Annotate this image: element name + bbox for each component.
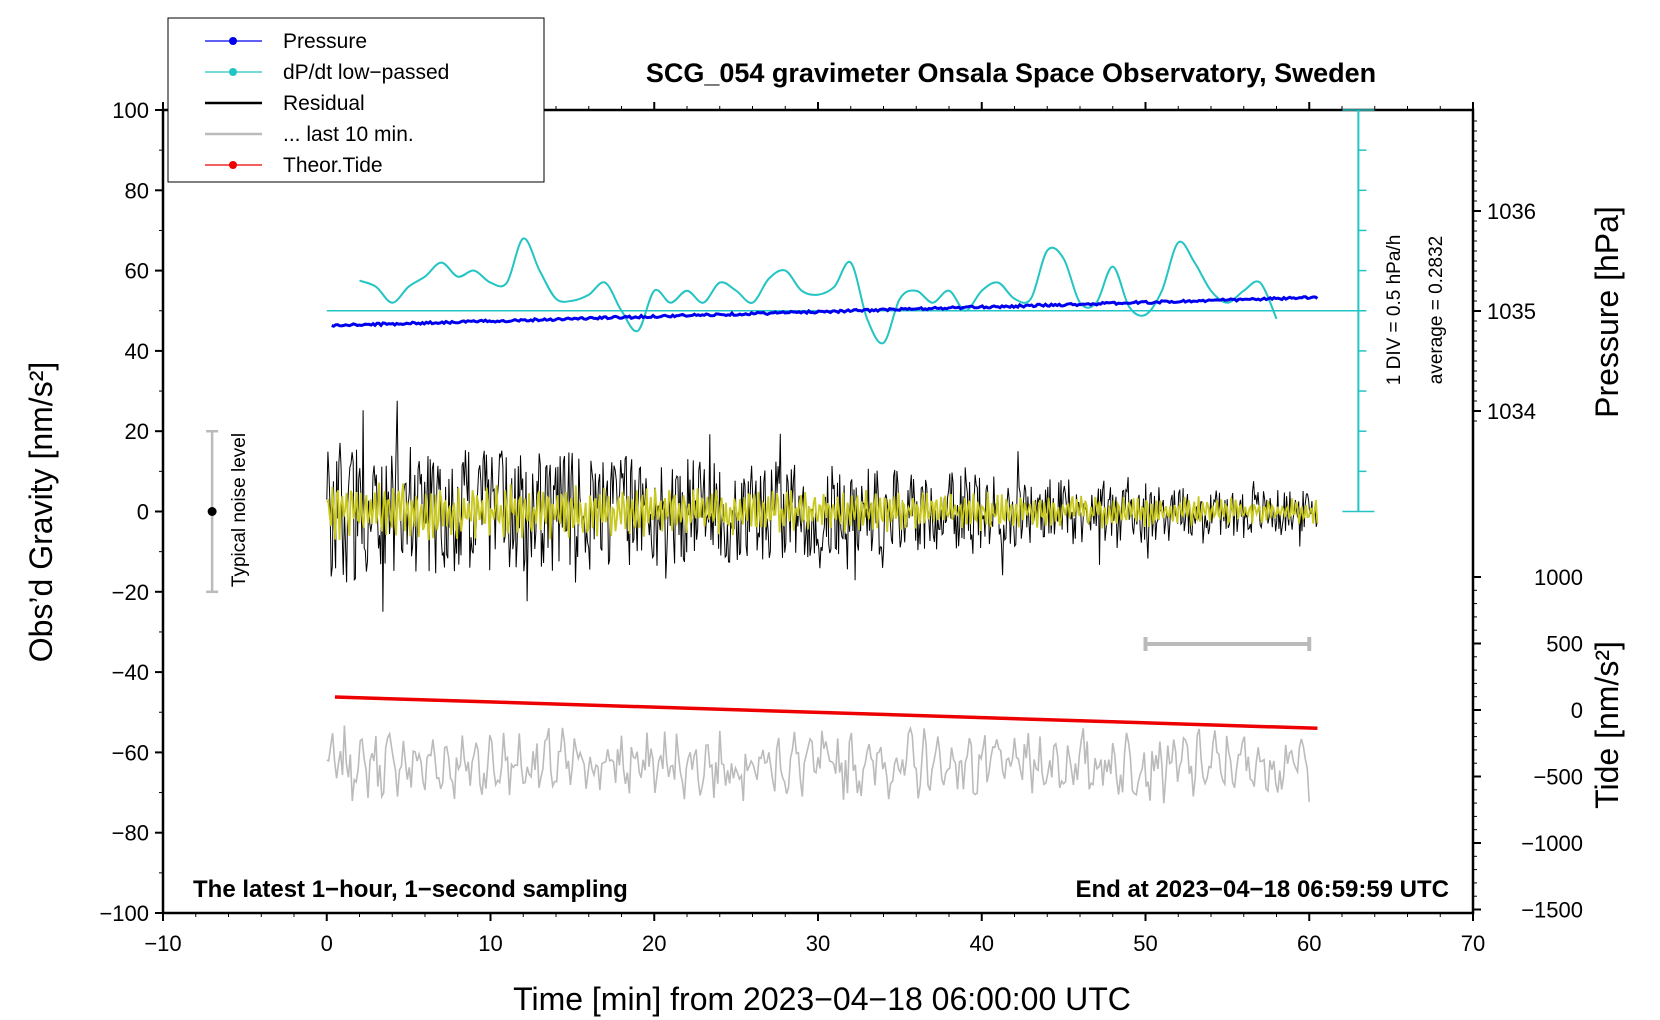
y-tick-label: −20 xyxy=(112,580,149,605)
tide-tick-label: 1000 xyxy=(1534,565,1583,590)
legend-box xyxy=(167,17,545,183)
scale-average-label: average = 0.2832 xyxy=(1426,236,1447,384)
x-tick-label: 10 xyxy=(478,931,502,956)
y-axis-label-left: Obs’d Gravity [nm/s²] xyxy=(23,362,59,663)
y-tick-label: 20 xyxy=(125,419,149,444)
residual-line xyxy=(326,400,1318,612)
y-tick-label: −40 xyxy=(112,660,149,685)
y-tick-label: 60 xyxy=(125,259,149,284)
x-tick-label: 50 xyxy=(1133,931,1157,956)
y-axis-label-tide: Tide [nm/s²] xyxy=(1589,641,1625,809)
y-tick-label: −100 xyxy=(99,901,149,926)
pressure-tick-label: 1034 xyxy=(1487,399,1536,424)
sampling-note: The latest 1−hour, 1−second sampling xyxy=(193,876,628,903)
legend-label: Theor.Tide xyxy=(283,154,383,177)
x-tick-label: 0 xyxy=(321,931,333,956)
chart-title: SCG_054 gravimeter Onsala Space Observat… xyxy=(646,58,1376,88)
series-layer xyxy=(326,237,1359,804)
theor-tide-line xyxy=(334,695,1318,731)
last-10-min-bar xyxy=(1143,636,1312,651)
legend-label: ... last 10 min. xyxy=(283,123,414,146)
y-tick-label: 100 xyxy=(112,98,149,123)
tide-axis-ticks: 1000 500 0 −500 −1000 −1500 xyxy=(1473,565,1583,923)
tide-tick-label: 500 xyxy=(1546,632,1583,657)
pressure-line xyxy=(331,295,1319,328)
legend-entries: Pressure dP/dt low−passed Residual ... last… xyxy=(205,30,449,177)
x-tick-label: 20 xyxy=(642,931,666,956)
pressure-axis-ticks: 1034 1035 1036 xyxy=(1473,120,1536,424)
tide-tick-label: −1000 xyxy=(1521,831,1583,856)
x-axis-label: Time [min] from 2023−04−18 06:00:00 UTC xyxy=(513,981,1131,1017)
pressure-tick-label: 1036 xyxy=(1487,199,1536,224)
legend-label: dP/dt low−passed xyxy=(283,61,449,84)
y-tick-label: 0 xyxy=(137,500,149,525)
dpdt-scale-bar xyxy=(1342,109,1375,513)
x-tick-label: 40 xyxy=(970,931,994,956)
y-tick-label: −60 xyxy=(112,740,149,765)
pressure-tick-label: 1035 xyxy=(1487,299,1536,324)
noise-level-indicator xyxy=(206,429,219,594)
x-tick-label: −10 xyxy=(144,931,181,956)
y-tick-label: 80 xyxy=(125,178,149,203)
legend-marker xyxy=(229,37,237,45)
y-tick-label: 40 xyxy=(125,339,149,364)
y-axis-ticks: −100 −80 −60 −40 −20 0 20 40 60 80 100 xyxy=(99,98,163,926)
tide-tick-label: −1500 xyxy=(1521,898,1583,923)
legend: Pressure dP/dt low−passed Residual ... last… xyxy=(167,17,545,183)
legend-label: Residual xyxy=(283,92,365,115)
scale-div-label: 1 DIV = 0.5 hPa/h xyxy=(1384,235,1405,386)
noise-level-label: Typical noise level xyxy=(229,433,250,587)
legend-label: Pressure xyxy=(283,30,367,53)
x-tick-label: 60 xyxy=(1297,931,1321,956)
last-10-min-line xyxy=(326,725,1310,804)
residual-lowpass-line xyxy=(326,482,1319,541)
tide-tick-label: 0 xyxy=(1571,698,1583,723)
x-tick-label: 70 xyxy=(1461,931,1485,956)
x-axis-ticks: −10 0 10 20 30 40 50 60 70 xyxy=(144,102,1485,956)
dpdt-line xyxy=(359,237,1278,345)
y-tick-label: −80 xyxy=(112,821,149,846)
noise-bar-center-dot xyxy=(207,507,217,516)
end-time-note: End at 2023−04−18 06:59:59 UTC xyxy=(1075,876,1449,903)
tide-tick-label: −500 xyxy=(1533,765,1583,790)
x-tick-label: 30 xyxy=(806,931,830,956)
y-axis-label-pressure: Pressure [hPa] xyxy=(1589,206,1625,418)
legend-marker xyxy=(229,68,237,76)
legend-marker xyxy=(229,161,237,169)
